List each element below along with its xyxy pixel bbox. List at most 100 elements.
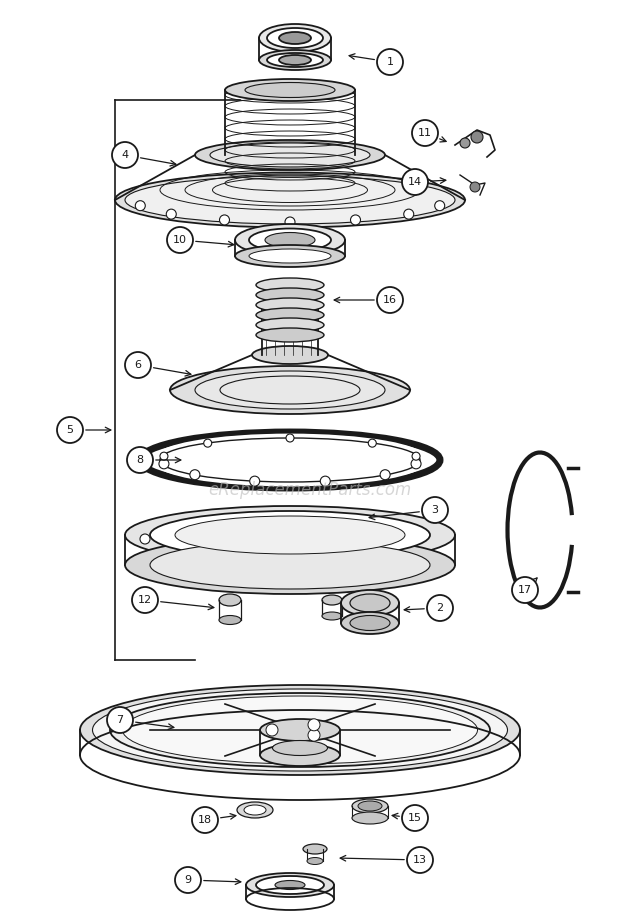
Circle shape — [192, 807, 218, 833]
Ellipse shape — [170, 366, 410, 414]
Ellipse shape — [244, 805, 266, 815]
Circle shape — [57, 417, 83, 443]
Text: 18: 18 — [198, 815, 212, 825]
Ellipse shape — [195, 140, 385, 170]
Circle shape — [412, 452, 420, 460]
Ellipse shape — [125, 536, 455, 594]
Text: 4: 4 — [122, 150, 128, 160]
Circle shape — [219, 215, 229, 225]
Ellipse shape — [307, 857, 323, 865]
Ellipse shape — [260, 719, 340, 741]
Ellipse shape — [267, 53, 323, 67]
Text: 11: 11 — [418, 128, 432, 138]
Ellipse shape — [341, 612, 399, 634]
Ellipse shape — [352, 799, 388, 813]
Ellipse shape — [256, 876, 324, 894]
Ellipse shape — [256, 298, 324, 312]
Ellipse shape — [350, 615, 390, 631]
Circle shape — [107, 707, 133, 733]
Circle shape — [285, 217, 295, 227]
Ellipse shape — [256, 278, 324, 292]
Circle shape — [460, 138, 470, 148]
Circle shape — [286, 434, 294, 442]
Circle shape — [132, 587, 158, 613]
Ellipse shape — [358, 801, 382, 811]
Ellipse shape — [210, 143, 370, 167]
Circle shape — [250, 476, 260, 486]
Ellipse shape — [235, 245, 345, 267]
Circle shape — [166, 209, 176, 219]
Circle shape — [368, 439, 376, 447]
Ellipse shape — [350, 594, 390, 612]
Text: 7: 7 — [117, 715, 123, 725]
Text: 8: 8 — [136, 455, 144, 465]
Ellipse shape — [260, 744, 340, 766]
Ellipse shape — [92, 689, 508, 771]
Circle shape — [127, 447, 153, 473]
Circle shape — [112, 142, 138, 168]
Ellipse shape — [279, 32, 311, 44]
Ellipse shape — [262, 298, 318, 312]
Ellipse shape — [303, 844, 327, 854]
Ellipse shape — [150, 541, 430, 589]
Text: 17: 17 — [518, 585, 532, 595]
Circle shape — [377, 287, 403, 313]
Circle shape — [140, 534, 150, 544]
Circle shape — [411, 458, 421, 469]
Ellipse shape — [195, 371, 385, 409]
Circle shape — [435, 201, 445, 211]
Circle shape — [175, 867, 201, 893]
Circle shape — [471, 131, 483, 143]
Ellipse shape — [256, 288, 324, 302]
Ellipse shape — [265, 233, 315, 248]
Ellipse shape — [273, 741, 327, 756]
Ellipse shape — [256, 308, 324, 322]
Text: 16: 16 — [383, 295, 397, 305]
Text: 12: 12 — [138, 595, 152, 605]
Text: 3: 3 — [432, 505, 438, 515]
Text: eReplacementParts.com: eReplacementParts.com — [208, 481, 412, 499]
Circle shape — [422, 497, 448, 523]
Ellipse shape — [246, 873, 334, 897]
Circle shape — [190, 470, 200, 480]
Circle shape — [470, 182, 480, 192]
Circle shape — [135, 201, 145, 211]
Ellipse shape — [235, 224, 345, 256]
Ellipse shape — [80, 685, 520, 775]
Ellipse shape — [249, 249, 331, 263]
Ellipse shape — [115, 172, 465, 227]
Ellipse shape — [150, 511, 430, 559]
Ellipse shape — [322, 595, 342, 605]
Circle shape — [266, 724, 278, 736]
Ellipse shape — [237, 802, 273, 818]
Ellipse shape — [125, 176, 455, 224]
Ellipse shape — [249, 228, 331, 251]
Ellipse shape — [175, 516, 405, 554]
Text: 1: 1 — [386, 57, 394, 67]
Ellipse shape — [352, 812, 388, 824]
Circle shape — [512, 577, 538, 603]
Circle shape — [308, 729, 320, 741]
Circle shape — [402, 805, 428, 831]
Ellipse shape — [245, 83, 335, 97]
Circle shape — [377, 49, 403, 75]
Circle shape — [402, 169, 428, 195]
Ellipse shape — [252, 346, 328, 364]
Circle shape — [204, 439, 211, 447]
Circle shape — [412, 120, 438, 146]
Circle shape — [308, 719, 320, 731]
Ellipse shape — [259, 50, 331, 70]
Ellipse shape — [219, 594, 241, 606]
Circle shape — [404, 209, 414, 219]
Circle shape — [427, 595, 453, 621]
Ellipse shape — [125, 506, 455, 564]
Circle shape — [380, 470, 390, 480]
Text: 15: 15 — [408, 813, 422, 823]
Circle shape — [160, 452, 168, 460]
Circle shape — [407, 847, 433, 873]
Ellipse shape — [110, 693, 490, 767]
Text: 6: 6 — [135, 360, 141, 370]
Ellipse shape — [256, 318, 324, 332]
Ellipse shape — [256, 328, 324, 342]
Text: 10: 10 — [173, 235, 187, 245]
